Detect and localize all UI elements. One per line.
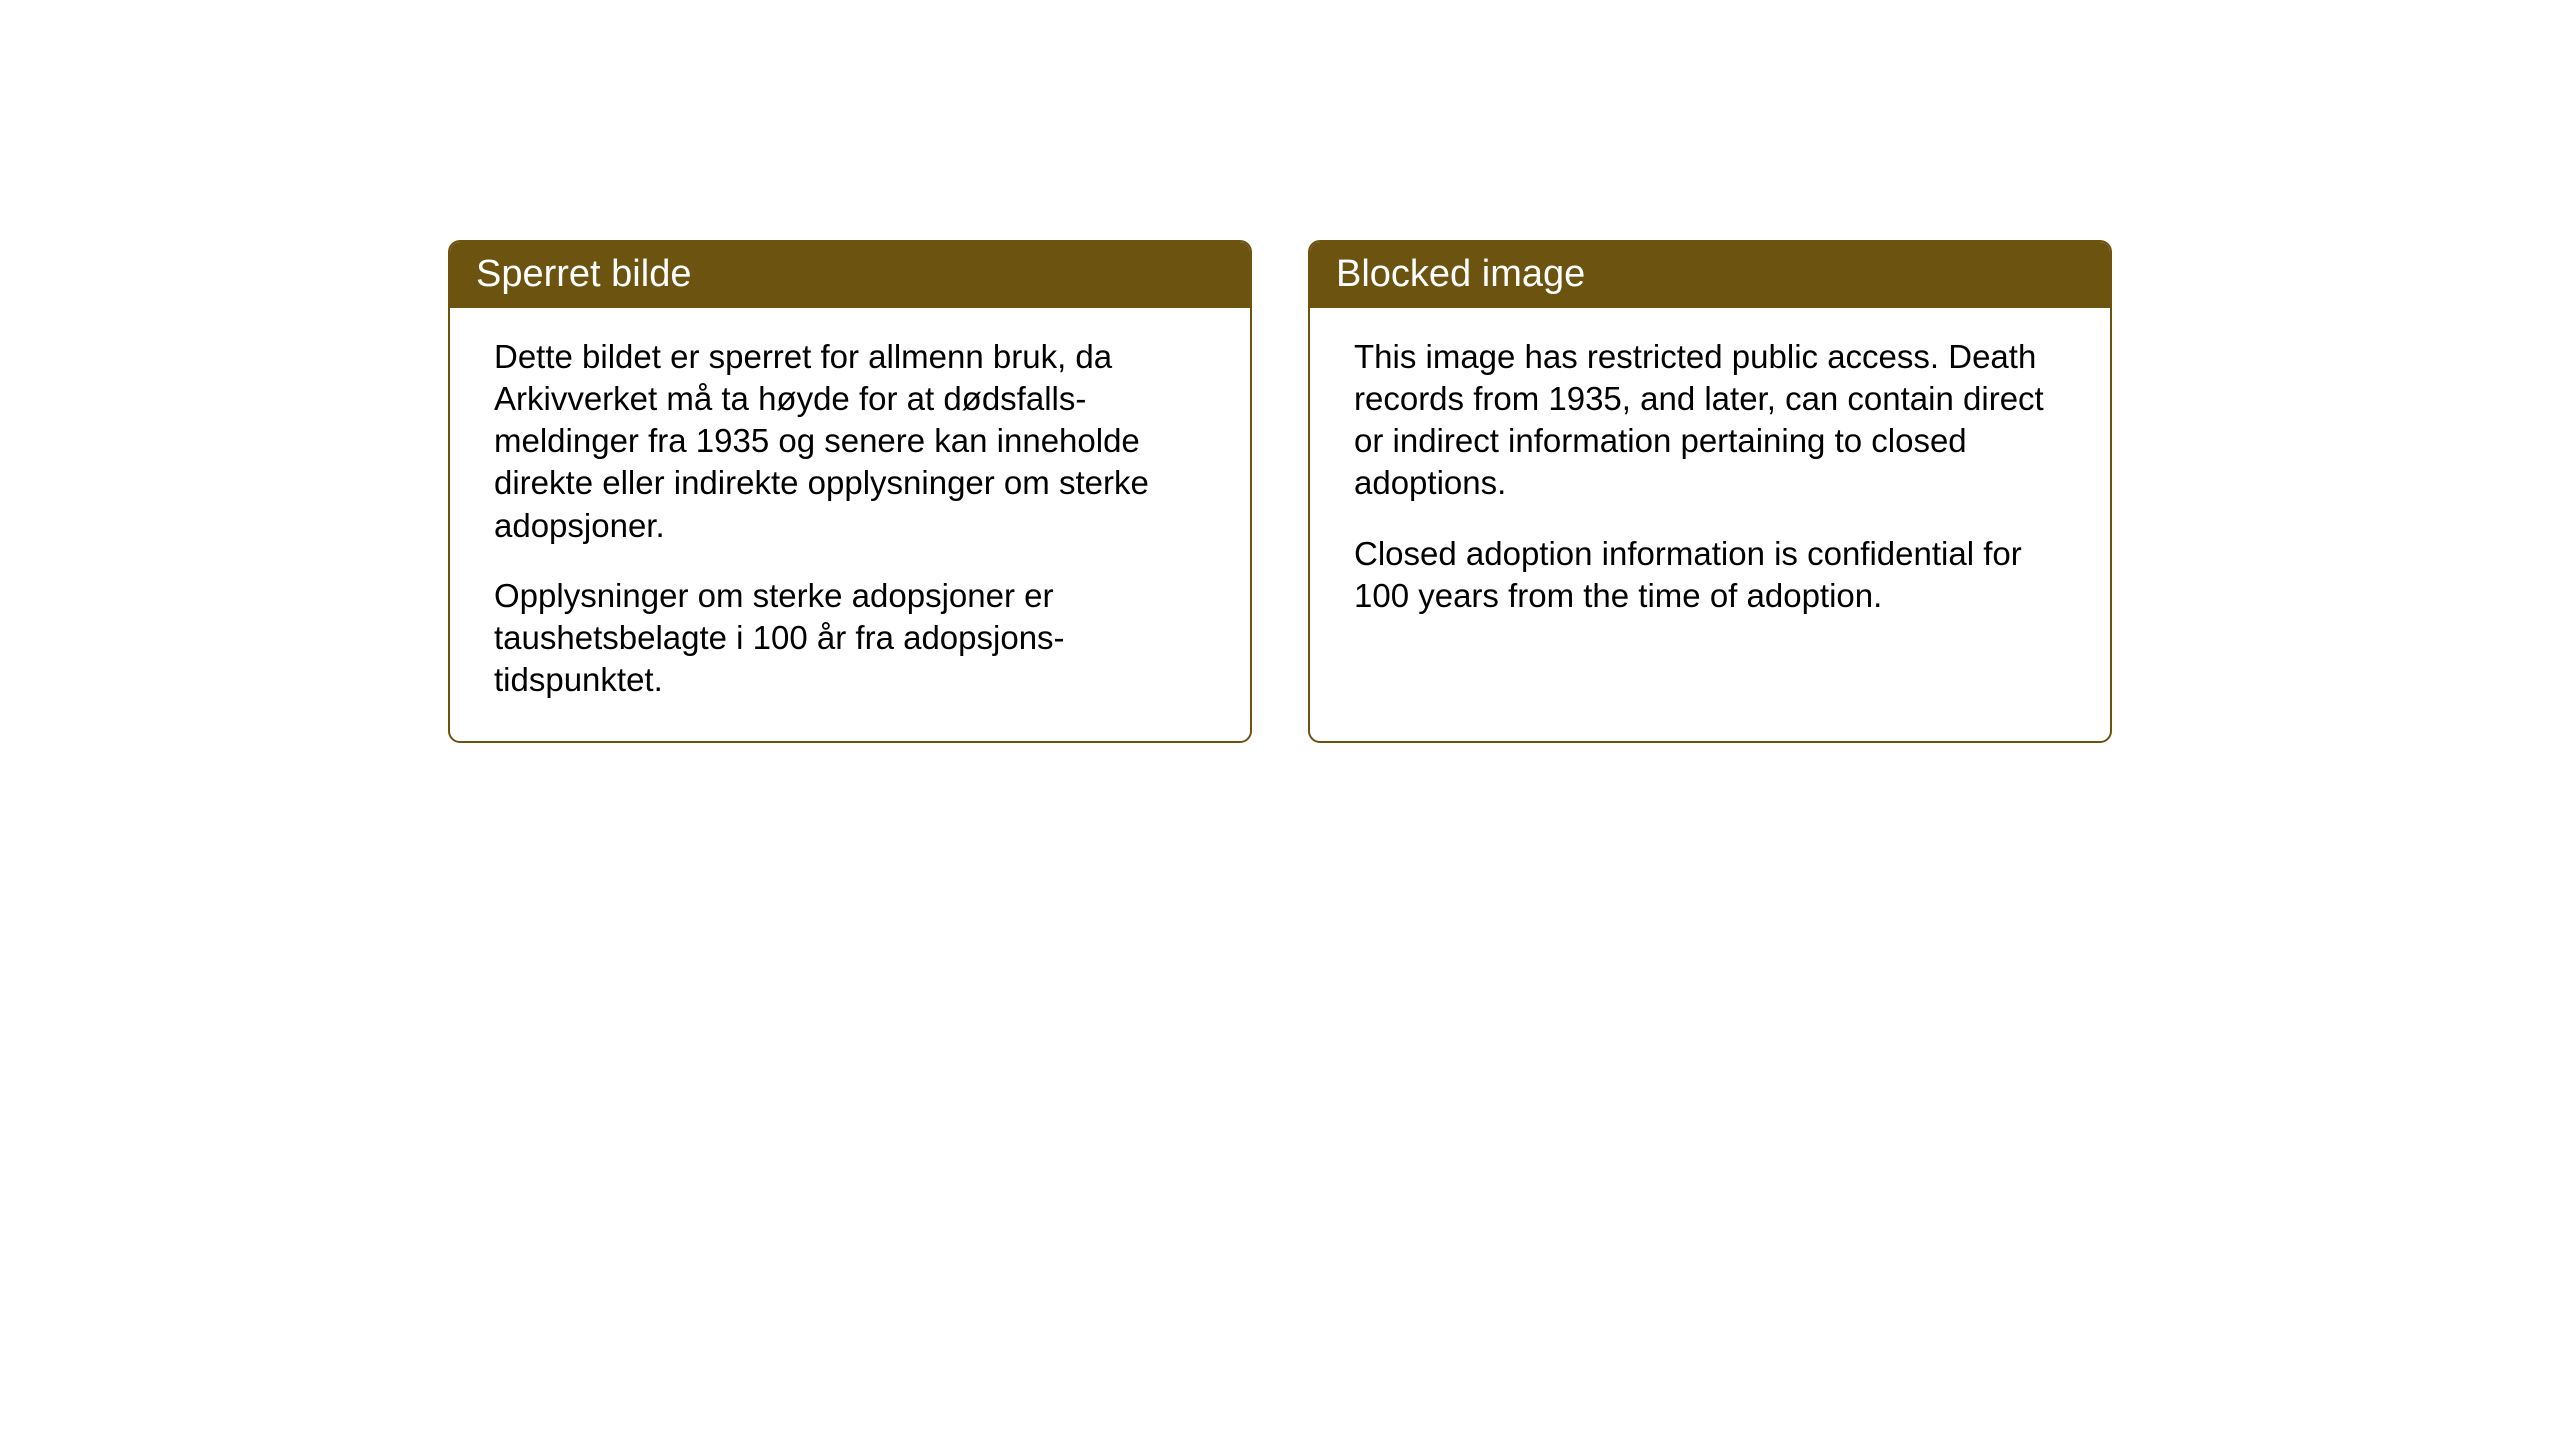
english-card-title: Blocked image (1310, 242, 2110, 308)
english-paragraph-2: Closed adoption information is confident… (1354, 533, 2066, 617)
norwegian-card-body: Dette bildet er sperret for allmenn bruk… (450, 308, 1250, 742)
norwegian-paragraph-2: Opplysninger om sterke adopsjoner er tau… (494, 575, 1206, 702)
notice-container: Sperret bilde Dette bildet er sperret fo… (448, 240, 2112, 743)
norwegian-paragraph-1: Dette bildet er sperret for allmenn bruk… (494, 336, 1206, 547)
norwegian-card-title: Sperret bilde (450, 242, 1250, 308)
norwegian-notice-card: Sperret bilde Dette bildet er sperret fo… (448, 240, 1252, 743)
english-paragraph-1: This image has restricted public access.… (1354, 336, 2066, 505)
english-card-body: This image has restricted public access.… (1310, 308, 2110, 738)
english-notice-card: Blocked image This image has restricted … (1308, 240, 2112, 743)
